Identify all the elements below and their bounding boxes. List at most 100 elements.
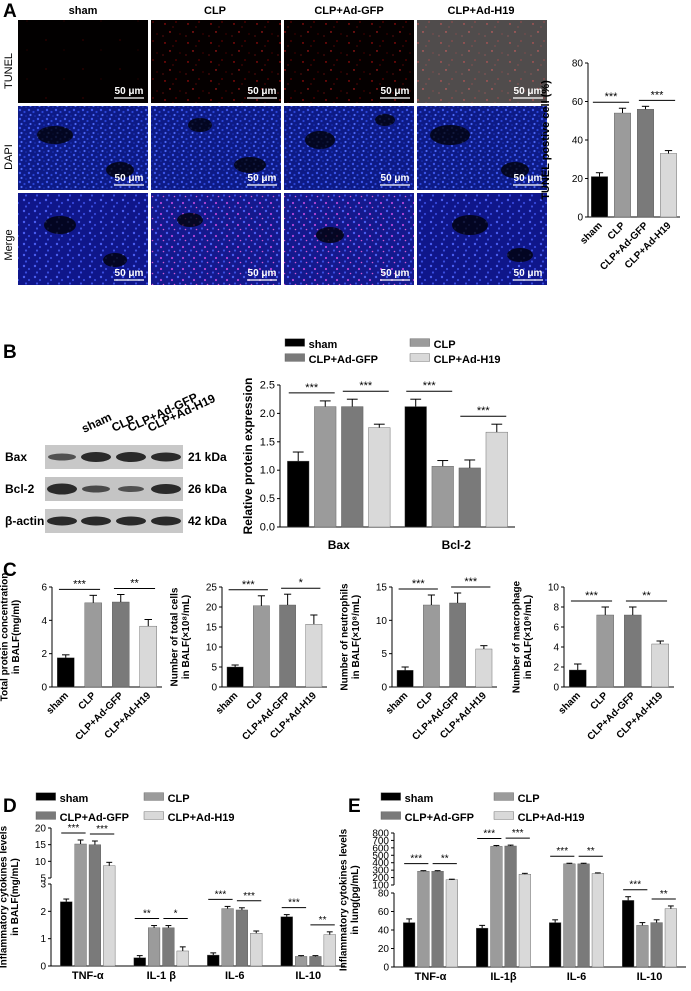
- legend-swatch: [493, 811, 514, 820]
- significance-label: ***: [423, 380, 437, 392]
- significance-label: **: [143, 909, 151, 920]
- bar: [60, 901, 73, 967]
- legend-label: sham: [60, 793, 89, 805]
- micro-row-dapi: DAPI: [3, 144, 15, 170]
- x-tick-label: Bax: [328, 538, 350, 552]
- y-tick-label: 10: [35, 857, 47, 868]
- scale-bar-label: 50 μm: [381, 86, 410, 97]
- panel-label-b: B: [3, 342, 17, 363]
- significance-label: ***: [410, 854, 422, 865]
- significance-label: ***: [359, 380, 373, 392]
- bar: [622, 900, 635, 968]
- y-tick-label: 0: [41, 683, 47, 694]
- significance-label: ***: [242, 579, 256, 591]
- scale-bar-label: 50 μm: [248, 86, 277, 97]
- bar: [103, 865, 116, 967]
- legend-label: CLP: [168, 793, 190, 805]
- y-axis-label: Inflammatory cytokines levels: [0, 825, 9, 968]
- micrograph-tunel-gfp: [284, 20, 414, 103]
- significance-label: ***: [412, 578, 426, 590]
- y-tick-label: 20: [35, 824, 47, 835]
- y-tick-label: 200: [372, 873, 389, 884]
- significance-label: **: [587, 846, 595, 857]
- wb-band: [81, 516, 111, 526]
- y-tick-label: 15: [376, 583, 388, 594]
- x-tick-label: CLP: [588, 690, 610, 712]
- wb-band: [151, 516, 181, 526]
- bar: [431, 871, 444, 968]
- bar: [596, 614, 614, 688]
- wb-label-bax: Bax: [5, 450, 27, 464]
- y-tick-label: 0.5: [260, 493, 275, 505]
- wb-size-bax: 21 kDa: [188, 450, 227, 464]
- y-tick-label: 0: [383, 963, 389, 974]
- wb-band: [48, 453, 76, 461]
- y-tick-label: 600: [372, 843, 389, 854]
- y-tick-label: 6: [553, 623, 559, 634]
- micro-row-merge: Merge: [3, 229, 15, 260]
- y-axis-label: Inflammatory cytokines levels: [338, 828, 349, 971]
- y-tick-label: 2: [40, 907, 46, 918]
- y-tick-label: 10: [206, 643, 218, 654]
- significance-label: ***: [215, 889, 227, 900]
- bar: [112, 601, 130, 688]
- legend-swatch: [380, 811, 401, 820]
- wb-label-actin: β-actin: [5, 514, 44, 528]
- y-tick-label: 80: [572, 59, 584, 70]
- micrograph-merge-clp: [151, 193, 281, 285]
- bar: [287, 460, 310, 528]
- bar: [74, 843, 87, 967]
- y-tick-label: 25: [206, 583, 218, 594]
- x-tick-label: CLP: [245, 690, 267, 712]
- panel-label-a: A: [3, 1, 17, 22]
- bar: [563, 863, 576, 968]
- bar: [341, 406, 364, 528]
- panel-label-d: D: [3, 796, 17, 817]
- legend-label: sham: [309, 339, 338, 351]
- micro-col-sham: sham: [69, 5, 98, 17]
- x-tick-label: IL-1β: [490, 971, 517, 983]
- bar: [305, 624, 323, 688]
- x-tick-label: sham: [557, 690, 583, 716]
- y-tick-label: 0: [211, 683, 217, 694]
- y-axis-label: in BALF(mg/ml): [11, 600, 22, 674]
- significance-label: **: [441, 854, 449, 865]
- bar: [504, 845, 517, 968]
- wb-band: [116, 452, 146, 462]
- bar: [650, 922, 663, 968]
- bar: [614, 112, 631, 218]
- significance-label: ***: [651, 89, 665, 101]
- significance-label: **: [642, 590, 651, 602]
- bar: [404, 406, 427, 528]
- y-tick-label: 100: [372, 881, 389, 892]
- bar: [314, 406, 337, 528]
- micro-col-gfp: CLP+Ad-GFP: [314, 5, 383, 17]
- y-tick-label: 5: [211, 663, 217, 674]
- micrograph-grid: sham CLP CLP+Ad-GFP CLP+Ad-H19 TUNEL DAP…: [3, 5, 547, 285]
- y-tick-label: 15: [206, 623, 218, 634]
- scale-bar-label: 50 μm: [248, 268, 277, 279]
- y-tick-label: 6: [41, 583, 47, 594]
- y-tick-label: 1.5: [260, 436, 275, 448]
- legend-swatch: [35, 811, 56, 820]
- y-tick-label: 2: [553, 663, 559, 674]
- y-tick-label: 3: [40, 880, 46, 891]
- y-axis-label: in BALF(×10⁸/mL): [523, 595, 534, 679]
- significance-label: *: [174, 909, 178, 920]
- legend-swatch: [35, 792, 56, 801]
- y-tick-label: 80: [378, 889, 390, 900]
- bar: [445, 879, 458, 968]
- legend-label: CLP+Ad-GFP: [405, 812, 474, 824]
- bar: [431, 466, 454, 528]
- y-tick-label: 300: [372, 866, 389, 877]
- bar: [57, 657, 75, 688]
- significance-label: *: [299, 577, 304, 589]
- bar: [591, 873, 604, 968]
- bar: [207, 954, 220, 967]
- significance-label: ***: [483, 828, 495, 839]
- legend-label: CLP: [434, 339, 456, 351]
- y-axis-label: in BALF(×10⁸/mL): [351, 595, 362, 679]
- legend-label: CLP: [518, 793, 540, 805]
- bar: [651, 643, 669, 688]
- bar: [660, 153, 677, 218]
